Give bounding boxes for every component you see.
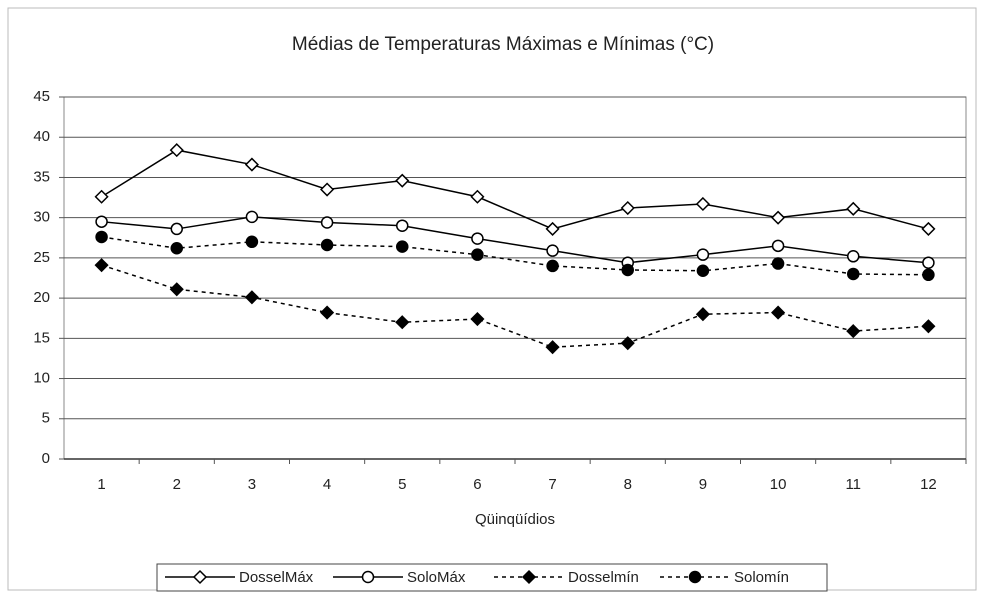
marker: [546, 259, 559, 273]
x-tick-label: 11: [845, 476, 861, 493]
marker: [922, 268, 935, 282]
marker: [395, 173, 410, 188]
x-tick-label: 12: [920, 476, 937, 493]
y-tick-label: 35: [33, 168, 50, 185]
y-tick-label: 10: [33, 370, 50, 387]
x-tick-label: 2: [173, 476, 181, 493]
marker: [846, 201, 861, 216]
x-tick-label: 7: [548, 476, 556, 493]
marker: [396, 240, 409, 253]
marker: [688, 570, 702, 584]
marker: [244, 157, 259, 172]
marker: [396, 219, 409, 232]
marker: [546, 244, 559, 257]
legend-label: SoloMáx: [407, 569, 466, 586]
x-tick-label: 3: [248, 476, 256, 493]
series-line: [101, 264, 929, 348]
marker: [471, 232, 484, 245]
marker: [922, 256, 935, 269]
marker: [921, 221, 936, 236]
y-tick-label: 30: [33, 209, 50, 226]
marker: [921, 319, 936, 334]
x-tick-label: 9: [699, 476, 707, 493]
y-tick-label: 40: [33, 128, 50, 145]
marker: [696, 248, 710, 261]
marker: [771, 239, 785, 253]
marker: [545, 221, 560, 236]
x-axis-label: Qüinqüídios: [475, 511, 555, 528]
legend-label: Dosselmín: [568, 569, 639, 586]
legend-label: DosselMáx: [239, 569, 314, 586]
marker: [170, 222, 183, 236]
y-tick-label: 25: [33, 249, 50, 266]
x-tick-label: 1: [97, 476, 105, 493]
series-line: [101, 149, 929, 230]
y-tick-label: 20: [33, 289, 50, 306]
marker: [192, 569, 208, 585]
y-tick-label: 15: [33, 329, 50, 346]
marker: [695, 307, 710, 322]
marker: [695, 196, 710, 212]
x-tick-label: 6: [473, 476, 481, 493]
marker: [470, 311, 485, 327]
marker: [320, 216, 334, 229]
marker: [169, 143, 184, 158]
marker: [320, 305, 335, 320]
marker: [470, 189, 485, 204]
x-tick-label: 5: [398, 476, 406, 493]
marker: [620, 200, 635, 216]
marker: [471, 248, 484, 261]
marker: [846, 324, 861, 339]
y-tick-label: 5: [42, 410, 50, 427]
legend-box: [156, 563, 828, 592]
marker: [696, 264, 710, 278]
chart-title: Médias de Temperaturas Máximas e Mínimas…: [292, 34, 714, 55]
y-tick-label: 0: [42, 450, 50, 467]
marker: [244, 290, 259, 305]
marker: [771, 210, 786, 225]
y-tick-label: 45: [33, 88, 50, 105]
marker: [771, 305, 786, 320]
marker: [395, 315, 410, 330]
marker: [771, 257, 785, 270]
marker: [94, 258, 109, 273]
marker: [245, 210, 259, 224]
marker: [361, 570, 375, 584]
marker: [320, 238, 334, 252]
plot-area: [63, 96, 967, 460]
marker: [847, 267, 860, 281]
marker: [620, 336, 635, 351]
marker: [621, 263, 634, 277]
marker: [95, 215, 108, 228]
marker: [245, 235, 259, 249]
marker: [545, 340, 560, 355]
x-tick-label: 10: [770, 476, 787, 493]
legend-label: Solomín: [734, 569, 789, 586]
series-line: [101, 216, 929, 264]
marker: [169, 282, 184, 297]
marker: [170, 241, 183, 255]
marker: [521, 569, 537, 585]
x-tick-label: 4: [323, 476, 331, 493]
marker: [94, 189, 109, 204]
marker: [95, 230, 108, 244]
marker: [847, 250, 860, 263]
x-tick-label: 8: [624, 476, 632, 493]
series-line: [101, 236, 929, 276]
marker: [320, 182, 335, 197]
